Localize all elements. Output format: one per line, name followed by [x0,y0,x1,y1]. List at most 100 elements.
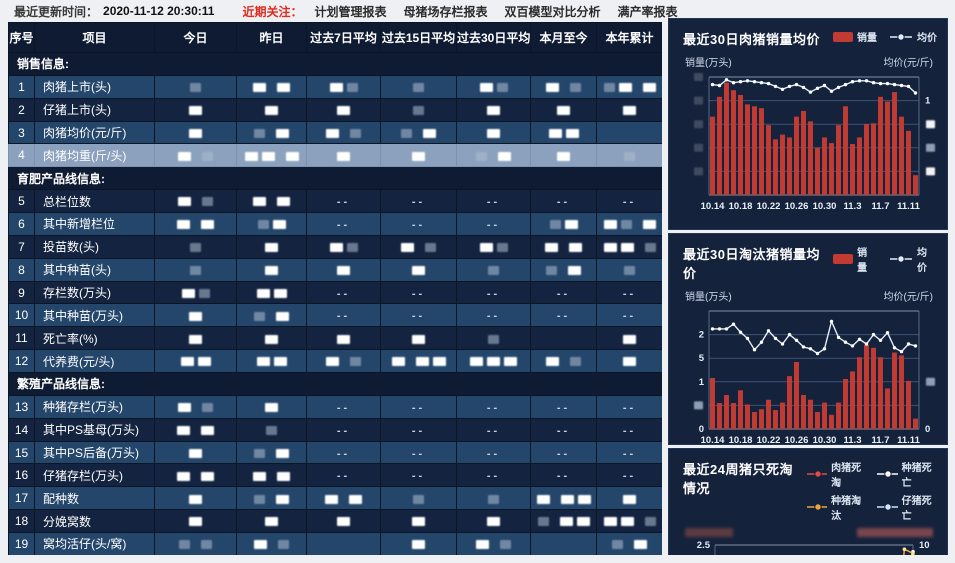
svg-text:2.5: 2.5 [697,540,711,551]
value-cell [306,257,381,282]
value-cell [154,212,237,236]
table-row-15[interactable]: 15 其中PS后备(万头) -- -- -- -- -- [8,440,662,465]
line-dot-swatch-icon [877,470,898,478]
redacted-value-block [325,494,338,504]
legend-item-1[interactable]: 销量 [833,29,877,44]
table-row-10[interactable]: 10 其中种苗(万头) -- -- -- -- -- [8,303,662,328]
redacted-value-block [536,494,550,504]
table-row-9[interactable]: 9 存栏数(万头) -- -- -- -- -- [8,280,662,305]
redacted-value-block [266,426,277,435]
table-row-8[interactable]: 8 其中种苗(头) [8,257,662,282]
empty-value-dashes: -- [411,196,426,209]
value-cell: -- [596,189,662,214]
redacted-value-block [620,220,632,230]
row-number: 13 [8,394,35,419]
value-cell [530,349,597,374]
table-row-17[interactable]: 17 配种数 [8,486,662,511]
redacted-value-block [488,265,499,275]
svg-text:11.3: 11.3 [844,201,862,212]
table-row-5[interactable]: 5 总栏位数 -- -- -- -- -- [8,189,662,214]
row-number: 19 [8,532,35,555]
table-row-19[interactable]: 19 窝均活仔(头/窝) [8,532,662,555]
row-label: 其中PS基母(万头) [34,417,155,442]
table-row-6[interactable]: 6 其中新增栏位 -- -- -- [8,212,662,236]
redacted-value-block [412,517,425,527]
value-cell [236,143,307,168]
empty-value-dashes: -- [486,470,501,483]
column-header: 昨日 [236,22,307,53]
table-row-3[interactable]: 3 肉猪均价(元/斤) [8,120,662,145]
report-link-3[interactable]: 双百模型对比分析 [504,4,601,19]
value-cell [236,417,307,442]
value-cell [236,120,307,145]
redacted-value-block [202,151,213,161]
legend-item-2[interactable]: 种猪死亡 [876,459,937,489]
row-number: 3 [8,120,35,145]
value-cell [456,532,531,555]
redacted-value-block [623,334,636,344]
value-cell [154,486,237,511]
table-row-11[interactable]: 11 死亡率(%) [8,326,662,351]
report-link-4[interactable]: 满产率报表 [617,4,678,19]
empty-value-dashes: -- [622,196,637,209]
value-cell: -- [306,189,381,214]
table-row-18[interactable]: 18 分娩窝数 [8,509,662,534]
row-number: 18 [8,509,35,534]
value-cell [154,463,237,488]
table-row-14[interactable]: 14 其中PS基母(万头) -- -- -- -- -- [8,417,662,442]
table-row-4[interactable]: 4 肉猪均重(斤/头) [8,143,662,168]
value-cell [456,234,531,259]
legend-item-2[interactable]: 均价 [889,244,937,274]
redacted-value-block [642,220,656,230]
value-cell [306,120,381,145]
empty-value-dashes: -- [336,218,351,231]
column-header: 项目 [34,22,155,53]
legend-item-1[interactable]: 肉猪死淘 [806,459,867,489]
svg-text:10.22: 10.22 [757,435,781,446]
legend-item-2[interactable]: 均价 [889,29,937,44]
table-row-2[interactable]: 2 仔猪上市(头) [8,97,662,122]
value-cell [236,257,307,282]
chart-legend-death-cull: 肉猪死淘 种猪死亡 种猪淘汰 仔猪死亡 [806,459,937,522]
report-link-2[interactable]: 母猪场存栏报表 [403,4,488,19]
value-cell: -- [306,463,381,488]
redacted-value-block [277,471,290,481]
value-cell: -- [530,417,597,442]
legend-label: 销量 [857,33,877,44]
value-cell [596,257,662,282]
value-cell: -- [456,212,531,236]
kpi-table-body: 销售信息: 1 肉猪上市(头) 2 仔猪上市(头) 3 肉猪均价(元/斤) 4 肉猪均重(斤/头… [8,52,662,555]
empty-value-dashes: -- [486,424,501,437]
value-cell [530,257,597,282]
legend-label: 种猪淘汰 [831,496,862,522]
empty-value-dashes: -- [486,196,501,209]
table-row-7[interactable]: 7 投苗数(头) [8,234,662,259]
row-label: 窝均活仔(头/窝) [34,532,155,555]
redacted-value-block [189,105,202,115]
redacted-value-block [545,243,558,253]
value-cell [456,120,531,145]
value-cell [596,486,662,511]
row-number: 10 [8,303,35,328]
table-row-12[interactable]: 12 代养费(元/头) [8,349,662,374]
row-label: 其中种苗(头) [34,257,155,282]
redacted-value-block [326,357,339,367]
table-row-13[interactable]: 13 种猪存栏(万头) -- -- -- -- -- [8,394,662,419]
report-link-1[interactable]: 计划管理报表 [314,4,387,19]
legend-item-3[interactable]: 种猪淘汰 [806,492,867,522]
table-row-16[interactable]: 16 仔猪存栏(万头) -- -- -- -- -- [8,463,662,488]
legend-item-4[interactable]: 仔猪死亡 [876,492,937,522]
value-cell [380,74,457,99]
line-chart-death-cull: 2.521.51086 [697,540,930,555]
line-dot-swatch-icon [890,255,913,263]
empty-value-dashes: -- [336,424,351,437]
redacted-value-block [190,265,201,275]
redacted-value-block [488,494,499,504]
legend-item-1[interactable]: 销量 [833,244,877,274]
redacted-value-block [487,517,500,527]
svg-text:5: 5 [699,353,705,364]
empty-value-dashes: -- [556,470,571,483]
row-label: 存栏数(万头) [34,280,155,305]
table-row-1[interactable]: 1 肉猪上市(头) [8,74,662,99]
